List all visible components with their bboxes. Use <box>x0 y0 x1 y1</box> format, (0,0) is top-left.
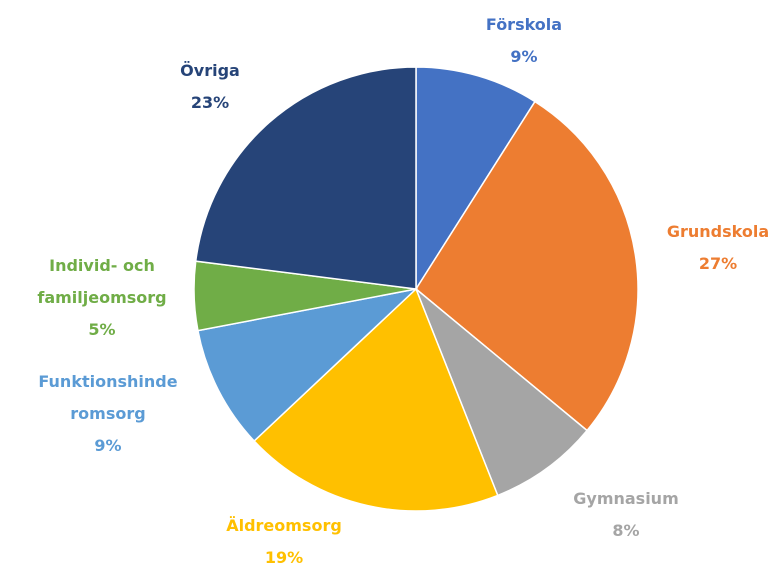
category-label: Grundskola <box>666 222 770 241</box>
category-label: Funktionshinderomsorg <box>38 372 178 423</box>
value-label: 8% <box>612 521 640 540</box>
slice-label: Förskola 9% <box>454 9 594 73</box>
slice-label: Grundskola 27% <box>648 216 784 280</box>
value-label: 19% <box>264 548 304 567</box>
pie-slice <box>415 100 639 432</box>
slice-label: Individ- och familjeomsorg 5% <box>22 250 182 346</box>
pie-slice <box>253 287 499 512</box>
pie-slice <box>415 288 589 497</box>
category-label: Förskola <box>485 15 563 34</box>
pie-slice <box>197 287 419 443</box>
value-label: 27% <box>698 254 738 273</box>
category-label: Övriga <box>180 61 240 80</box>
value-label: 9% <box>94 436 122 455</box>
pie-slice <box>194 66 417 290</box>
slice-label: Övriga 23% <box>140 55 280 119</box>
value-label: 9% <box>510 47 538 66</box>
slice-label: Äldreomsorg 19% <box>214 510 354 567</box>
value-label: 23% <box>190 93 230 112</box>
category-label: Äldreomsorg <box>226 516 342 535</box>
slice-label: Funktionshinderomsorg 9% <box>37 366 179 462</box>
category-label: Individ- och familjeomsorg <box>37 256 167 307</box>
slice-label: Gymnasium 8% <box>556 483 696 547</box>
value-label: 5% <box>88 320 116 339</box>
category-label: Gymnasium <box>573 489 679 508</box>
pie-slice <box>415 66 536 292</box>
